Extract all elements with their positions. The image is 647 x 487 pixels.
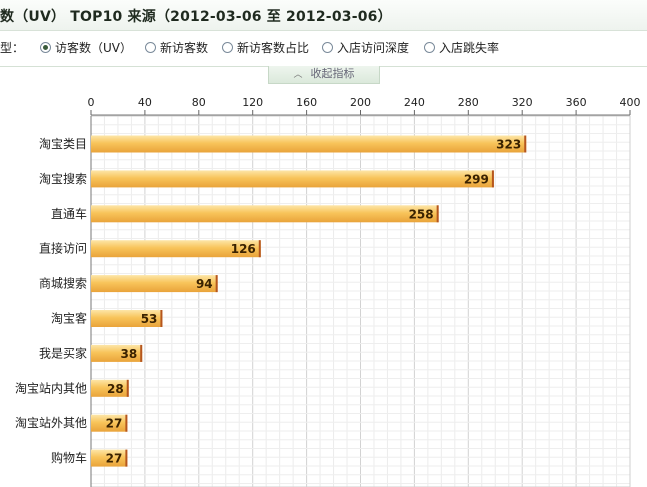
- x-tick-label: 240: [404, 96, 425, 109]
- bar: [91, 205, 439, 223]
- bar: [91, 135, 527, 153]
- data-label: 27: [106, 452, 123, 466]
- data-label: 126: [231, 242, 256, 256]
- category-label: 商城搜索: [39, 276, 87, 291]
- bar-end-cap: [125, 449, 128, 467]
- option-label: 新访客数: [160, 41, 209, 55]
- option-label: 入店跳失率: [439, 41, 500, 55]
- option-label: 访客数（UV）: [55, 41, 132, 55]
- category-label: 购物车: [51, 450, 87, 465]
- type-selector: 型： 访客数（UV） 新访客数 新访客数占比 入店访问深度 入店跳失率: [0, 36, 647, 58]
- option-visit-depth[interactable]: 入店访问深度: [322, 39, 409, 56]
- option-new-visitor-ratio[interactable]: 新访客数占比: [222, 39, 309, 56]
- bar-end-cap: [126, 379, 129, 397]
- collapse-metrics-button[interactable]: ︿ 收起指标: [268, 66, 380, 84]
- title-bar: 数（UV） TOP10 来源（2012-03-06 至 2012-03-06）: [0, 0, 647, 31]
- x-tick-label: 360: [566, 96, 587, 109]
- category-label: 淘宝客: [51, 311, 87, 326]
- chevron-up-icon: ︿: [293, 70, 303, 80]
- bar-chart: 0 40 80 120 160 200 240 280 320 360 400 323 299 258 1…: [15, 96, 641, 487]
- option-label: 入店访问深度: [337, 41, 410, 55]
- option-new-visitors[interactable]: 新访客数: [145, 39, 208, 56]
- option-label: 新访客数占比: [237, 41, 310, 55]
- bar-end-cap: [436, 205, 439, 223]
- radio-icon[interactable]: [145, 42, 156, 53]
- category-label: 淘宝搜索: [39, 171, 87, 186]
- bar: [91, 449, 128, 467]
- data-label: 28: [107, 382, 124, 396]
- data-label: 38: [121, 347, 138, 361]
- category-label: 直接访问: [39, 241, 87, 256]
- x-tick-label: 200: [350, 96, 371, 109]
- data-label: 94: [196, 277, 213, 291]
- x-tick-label: 80: [192, 96, 206, 109]
- category-label: 直通车: [51, 206, 87, 221]
- bar: [91, 344, 143, 362]
- data-label: 299: [464, 172, 489, 186]
- data-label: 27: [106, 417, 123, 431]
- category-label: 我是买家: [39, 345, 87, 360]
- category-label: 淘宝站内其他: [15, 381, 87, 395]
- data-label: 323: [496, 138, 521, 152]
- bar: [91, 240, 261, 258]
- data-label: 53: [141, 312, 158, 326]
- radio-icon[interactable]: [424, 42, 435, 53]
- category-label: 淘宝类目: [39, 137, 87, 151]
- x-tick-label: 40: [138, 96, 152, 109]
- bar: [91, 170, 494, 188]
- data-label: 258: [409, 207, 434, 221]
- bars: 323 299 258 126 94 53 38 28 27 27: [91, 135, 527, 467]
- radio-icon[interactable]: [322, 42, 333, 53]
- x-tick-label: 280: [458, 96, 479, 109]
- bar-end-cap: [160, 310, 163, 327]
- bar: [91, 310, 163, 327]
- collapse-label: 收起指标: [310, 67, 355, 80]
- option-bounce-rate[interactable]: 入店跳失率: [424, 39, 499, 56]
- chart-title: 数（UV） TOP10 来源（2012-03-06 至 2012-03-06）: [0, 9, 392, 25]
- x-tick-label: 400: [620, 96, 641, 109]
- bar: [91, 379, 129, 397]
- x-tick-label: 320: [512, 96, 533, 109]
- bar-end-cap: [524, 135, 527, 153]
- bar-end-cap: [215, 275, 218, 293]
- y-axis: 淘宝类目淘宝搜索直通车直接访问商城搜索淘宝客我是买家淘宝站内其他淘宝站外其他购物…: [15, 137, 87, 465]
- type-selector-label: 型：: [0, 41, 25, 55]
- x-tick-label: 160: [296, 96, 317, 109]
- bar-end-cap: [125, 414, 128, 432]
- radio-icon[interactable]: [222, 42, 233, 53]
- bar: [91, 275, 218, 293]
- bar-end-cap: [140, 344, 143, 362]
- x-tick-label: 0: [88, 96, 95, 109]
- category-label: 淘宝站外其他: [15, 416, 87, 430]
- bar-end-cap: [258, 240, 261, 258]
- option-uv[interactable]: 访客数（UV）: [40, 39, 132, 56]
- x-tick-label: 120: [242, 96, 263, 109]
- radio-icon[interactable]: [40, 42, 51, 53]
- bar-end-cap: [491, 170, 494, 188]
- bar: [91, 414, 128, 432]
